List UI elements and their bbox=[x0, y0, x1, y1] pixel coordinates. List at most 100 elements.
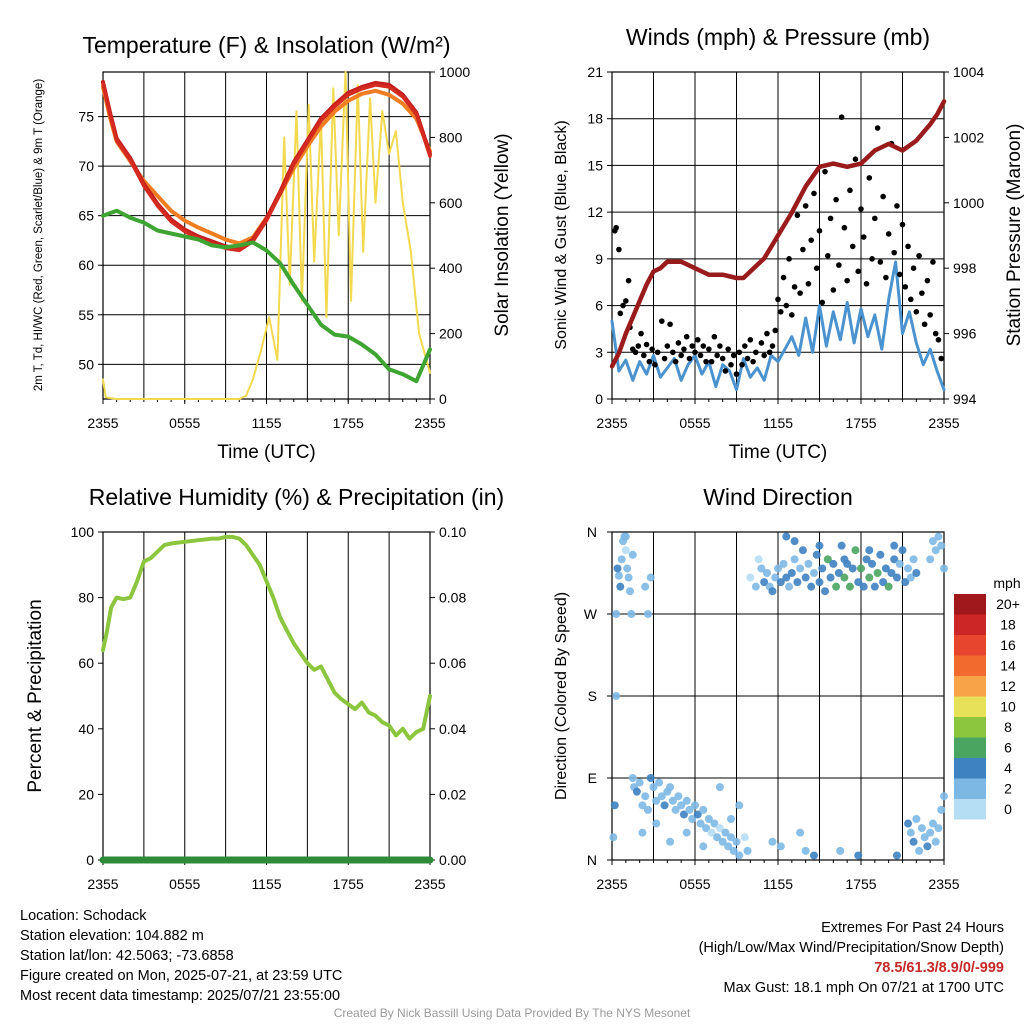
chart-title: Temperature (F) & Insolation (W/m²) bbox=[82, 32, 450, 58]
gust-point bbox=[725, 346, 731, 352]
direction-point bbox=[840, 555, 849, 564]
gust-point bbox=[905, 243, 911, 250]
gust-point bbox=[761, 352, 767, 359]
gust-point bbox=[894, 203, 900, 209]
y-tick-label: 55 bbox=[78, 307, 94, 323]
direction-point bbox=[612, 610, 621, 618]
y-tick-label: N bbox=[587, 524, 597, 540]
gust-point bbox=[825, 252, 831, 259]
direction-point bbox=[625, 587, 634, 596]
direction-point bbox=[652, 796, 661, 805]
direction-point bbox=[809, 569, 818, 577]
gust-point bbox=[919, 290, 925, 296]
direction-point bbox=[862, 555, 871, 564]
gust-point bbox=[654, 349, 661, 356]
direction-point bbox=[934, 824, 943, 833]
gust-point bbox=[700, 343, 707, 349]
gust-point bbox=[813, 265, 820, 272]
direction-point bbox=[931, 546, 940, 555]
series-line-humidity bbox=[101, 534, 432, 741]
direction-point bbox=[735, 801, 744, 810]
gust-point bbox=[675, 340, 682, 346]
direction-point bbox=[774, 564, 782, 573]
elevation-text: Station elevation: 104.882 m bbox=[20, 928, 204, 944]
x-tick-label: 2355 bbox=[596, 876, 627, 892]
gust-point bbox=[913, 309, 920, 315]
direction-point bbox=[649, 783, 658, 792]
direction-point bbox=[655, 778, 664, 787]
gust-point bbox=[766, 349, 773, 356]
direction-point bbox=[879, 578, 888, 587]
direction-point bbox=[848, 564, 857, 573]
direction-point bbox=[726, 833, 735, 842]
y-tick-label: 15 bbox=[587, 157, 603, 173]
x-tick-label: 0555 bbox=[679, 876, 710, 892]
x-tick-label: 1755 bbox=[333, 876, 364, 892]
direction-point bbox=[643, 805, 652, 814]
gust-point bbox=[883, 274, 889, 281]
direction-point bbox=[906, 828, 915, 837]
x-tick-label: 0555 bbox=[169, 876, 200, 892]
direction-point bbox=[787, 569, 796, 577]
gust-point bbox=[836, 262, 842, 268]
direction-point bbox=[614, 571, 623, 580]
gust-point bbox=[717, 343, 723, 349]
direction-point bbox=[865, 546, 874, 555]
direction-point bbox=[940, 792, 948, 801]
y-tick-label: 65 bbox=[78, 208, 94, 224]
y-tick-label: 100 bbox=[71, 524, 95, 540]
direction-point bbox=[934, 532, 943, 541]
direction-point bbox=[840, 573, 849, 582]
y2-tick-label: 1002 bbox=[953, 129, 984, 145]
gust-point bbox=[833, 196, 839, 203]
recent-data-text: Most recent data timestamp: 2025/07/21 2… bbox=[20, 988, 341, 1004]
gust-point bbox=[863, 280, 870, 287]
direction-point bbox=[782, 573, 791, 582]
direction-point bbox=[613, 564, 622, 573]
direction-point bbox=[870, 582, 879, 591]
series-line-wind bbox=[610, 260, 946, 392]
direction-point bbox=[779, 559, 788, 568]
direction-point bbox=[682, 796, 691, 805]
y-tick-label: E bbox=[588, 770, 597, 786]
y2-tick-label: 0.00 bbox=[439, 852, 466, 868]
direction-point bbox=[815, 541, 824, 550]
direction-point bbox=[760, 578, 769, 587]
direction-point bbox=[609, 833, 618, 842]
y2-tick-label: 0.04 bbox=[439, 721, 466, 737]
y2-tick-label: 0 bbox=[439, 391, 447, 407]
direction-point bbox=[804, 559, 813, 568]
direction-point bbox=[920, 833, 929, 842]
legend-label: 4 bbox=[1004, 760, 1012, 776]
x-tick-label: 1155 bbox=[251, 415, 281, 431]
direction-point bbox=[909, 837, 918, 846]
x-axis-label: Time (UTC) bbox=[217, 442, 316, 463]
direction-point bbox=[890, 541, 899, 550]
legend-swatch bbox=[954, 594, 986, 615]
direction-point bbox=[857, 564, 865, 573]
direction-point bbox=[859, 582, 868, 591]
y2-axis-label: Solar Insolation (Yellow) bbox=[492, 133, 513, 336]
direction-point bbox=[699, 842, 708, 851]
direction-point bbox=[660, 801, 669, 810]
legend-swatch bbox=[954, 758, 986, 779]
direction-point bbox=[801, 573, 810, 582]
direction-point bbox=[762, 569, 771, 577]
gust-point bbox=[739, 361, 745, 368]
gust-point bbox=[708, 358, 715, 365]
direction-point bbox=[610, 801, 619, 810]
direction-point bbox=[881, 564, 890, 573]
gust-point bbox=[786, 256, 792, 262]
gust-point bbox=[927, 312, 933, 318]
direction-point bbox=[928, 537, 937, 546]
gust-point bbox=[728, 361, 734, 368]
direction-point bbox=[892, 573, 901, 582]
y2-tick-label: 0.10 bbox=[439, 524, 466, 540]
extremes-info: Extremes For Past 24 Hours (High/Low/Max… bbox=[699, 918, 1004, 998]
gust-point bbox=[789, 312, 795, 318]
direction-point bbox=[785, 582, 794, 591]
direction-point bbox=[635, 778, 644, 787]
direction-point bbox=[732, 837, 741, 846]
direction-point bbox=[776, 842, 785, 851]
extremes-values: 78.5/61.3/8.9/0/-999 bbox=[874, 960, 1004, 976]
